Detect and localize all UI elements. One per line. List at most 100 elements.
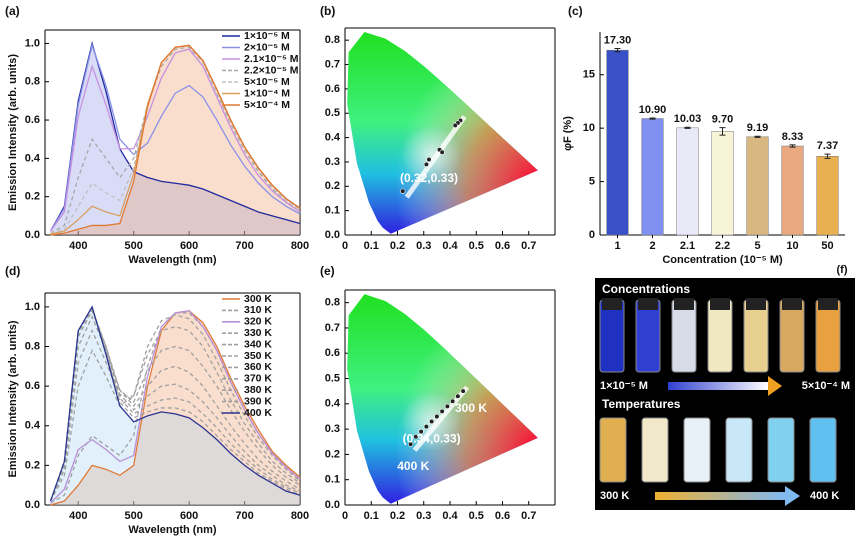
photo-heading: Temperatures — [602, 397, 681, 411]
x-tick-label: 0.7 — [521, 510, 536, 522]
y-tick-label: 0.0 — [25, 499, 40, 511]
vial-cap — [710, 298, 730, 310]
y-tick-label: 0.2 — [25, 459, 40, 471]
x-tick-label: 50 — [821, 240, 833, 252]
line — [50, 46, 301, 234]
y-tick-label: 0.2 — [25, 191, 40, 203]
bar — [781, 145, 804, 236]
photo-label: 400 K — [810, 490, 839, 502]
x-tick-label: 0 — [342, 510, 348, 522]
legend-label: 5×10⁻⁵ M — [244, 76, 290, 88]
y-tick-label: 0.0 — [25, 229, 40, 241]
value-label: 10.90 — [639, 104, 667, 116]
legend-label: 1×10⁻⁵ M — [244, 30, 290, 42]
legend-label: 370 K — [244, 373, 272, 385]
line — [49, 309, 301, 502]
vial — [635, 299, 661, 373]
value-label: 8.33 — [782, 131, 803, 143]
line — [50, 310, 301, 504]
vial — [815, 299, 841, 373]
vial — [599, 417, 627, 483]
x-tick-label: 0.2 — [390, 510, 405, 522]
bar — [641, 118, 664, 236]
x-tick-label: 600 — [180, 510, 198, 522]
x-tick-label: 800 — [291, 240, 309, 252]
error-bar — [719, 127, 726, 136]
error-bar — [754, 135, 761, 138]
y-tick-label: 0.6 — [325, 83, 340, 95]
legend-label: 1×10⁻⁴ M — [244, 87, 290, 99]
point — [418, 429, 424, 435]
y-tick-label: 0.8 — [325, 297, 340, 309]
x-tick-label: 500 — [125, 240, 143, 252]
vial-cap — [674, 298, 694, 310]
vial-cap — [746, 298, 766, 310]
line — [50, 48, 301, 232]
legend-label: 350 K — [244, 350, 272, 362]
y-tick-label: 0.8 — [25, 340, 40, 352]
error-bar — [824, 153, 831, 159]
y-tick-label: 1.0 — [25, 37, 40, 49]
x-axis-label: Wavelength (nm) — [128, 254, 217, 266]
bar — [746, 136, 769, 236]
y-tick-label: 0.7 — [325, 322, 340, 334]
legend-label: 300 K — [244, 293, 272, 305]
label-bg — [832, 262, 852, 276]
photo-panel: (f) Concentrations 1×10⁻⁵ M 5×10⁻⁴ M Tem… — [595, 262, 855, 510]
bar — [676, 127, 699, 236]
annotation: (0.32,0.33) — [400, 171, 458, 185]
legend-label: 2.2×10⁻⁵ M — [244, 64, 299, 76]
y-tick-label: 0.0 — [325, 229, 340, 241]
point — [460, 388, 466, 394]
error-bar — [649, 117, 656, 120]
bar — [816, 156, 839, 236]
y-tick-label: 0.3 — [325, 156, 340, 168]
x-axis-label: Wavelength (nm) — [128, 524, 217, 536]
legend-label: 2.1×10⁻⁵ M — [244, 53, 299, 65]
value-label: 10.03 — [674, 113, 702, 125]
line — [49, 314, 301, 502]
annotation: 400 K — [397, 459, 429, 473]
vial — [767, 417, 795, 483]
photo-label: 1×10⁻⁵ M — [600, 380, 648, 392]
x-tick-label: 0.4 — [442, 240, 458, 252]
arrow-head — [768, 376, 782, 396]
y-tick-label: 0.2 — [325, 448, 340, 460]
vial — [707, 299, 733, 373]
x-tick-label: 400 — [69, 240, 87, 252]
x-tick-label: 10 — [786, 240, 798, 252]
point — [408, 441, 414, 447]
panel-label: (a) — [5, 4, 20, 18]
legend-label: 340 K — [244, 338, 272, 350]
x-axis-label: Concentration (10⁻⁵ M) — [662, 254, 783, 266]
bar — [606, 49, 629, 236]
chart-panel: (b) 0.0 0.1 0.2 0.3 0.4 0.5 0.6 0.7 0.8 0 0.1 0.2 0.3… — [320, 4, 556, 252]
x-tick-label: 2.2 — [715, 240, 730, 252]
point — [455, 393, 461, 399]
legend-label: 400 K — [244, 407, 272, 419]
y-tick-label: 0 — [589, 229, 595, 241]
y-tick-label: 0.8 — [325, 34, 340, 46]
x-tick-label: 0.5 — [469, 240, 484, 252]
annotation: (0.34,0.33) — [403, 431, 461, 445]
panel-label: (d) — [5, 264, 20, 278]
vial — [809, 417, 837, 483]
legend-label: 390 K — [244, 395, 272, 407]
point — [413, 434, 419, 440]
x-tick-label: 500 — [125, 510, 143, 522]
vial-cap — [638, 298, 658, 310]
error-bar — [789, 144, 796, 148]
area — [50, 45, 300, 235]
arrow-head — [785, 486, 800, 506]
x-tick-label: 0 — [342, 240, 348, 252]
legend-label: 380 K — [244, 384, 272, 396]
point — [439, 408, 445, 415]
value-label: 9.19 — [747, 122, 768, 134]
panel-label: (c) — [568, 4, 583, 18]
arrow — [404, 115, 467, 199]
bar — [711, 131, 734, 236]
vial — [725, 417, 753, 483]
panel-label: (f) — [837, 264, 848, 276]
x-tick-label: 0.3 — [416, 240, 431, 252]
